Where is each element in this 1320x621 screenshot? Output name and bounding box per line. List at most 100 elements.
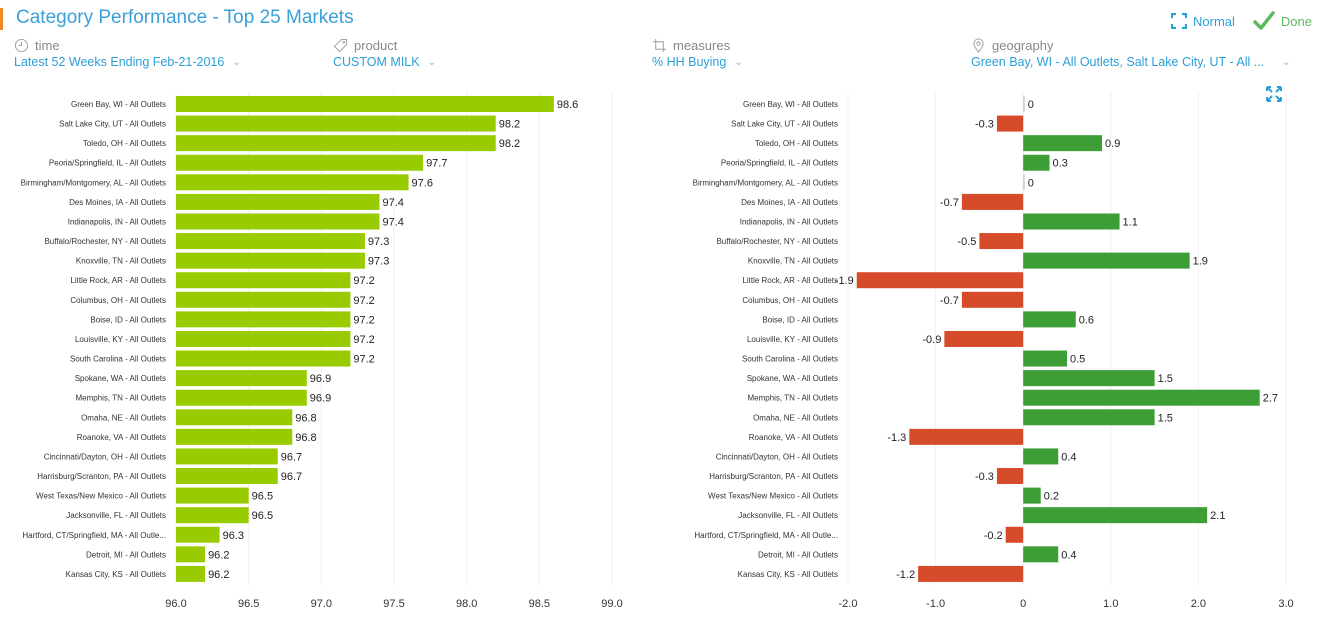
x-tick-label: 98.0 [456, 598, 477, 610]
bar[interactable] [176, 565, 206, 582]
bar[interactable] [1023, 96, 1025, 112]
bar[interactable] [996, 468, 1024, 485]
category-label: Roanoke, VA - All Outlets [749, 433, 838, 442]
done-button[interactable]: Done [1253, 11, 1312, 31]
filter-product-label: product [354, 37, 398, 53]
bar[interactable] [1023, 350, 1067, 367]
chart-hh-buying-change: -2.0 -1.0 0 1.0 2.0 3.0 Green Bay, WI - All Ou… [693, 92, 1294, 610]
category-label: Des Moines, IA - All Outlets [741, 198, 838, 207]
filter-measures-label: measures [673, 37, 731, 53]
bar[interactable] [176, 546, 206, 563]
bar[interactable] [1023, 135, 1103, 152]
bar[interactable] [176, 96, 554, 112]
chevron-down-icon: ⌄ [427, 56, 436, 68]
data-label: 96.8 [295, 412, 316, 424]
category-label: Boise, ID - All Outlets [90, 315, 166, 324]
bar[interactable] [1023, 546, 1059, 563]
bar[interactable] [176, 468, 278, 485]
bar[interactable] [176, 291, 351, 308]
bar[interactable] [1023, 213, 1120, 230]
location-pin-icon [973, 38, 984, 53]
category-label: Green Bay, WI - All Outlets [743, 100, 838, 109]
filter-time-dropdown[interactable]: Latest 52 Weeks Ending Feb-21-2016 ⌄ [14, 55, 241, 69]
data-label: 0.9 [1105, 138, 1120, 150]
category-label: Memphis, TN - All Outlets [747, 394, 838, 403]
bar[interactable] [1023, 174, 1025, 191]
bar[interactable] [176, 507, 249, 524]
bar[interactable] [1023, 311, 1076, 328]
bar[interactable] [979, 233, 1024, 250]
chevron-down-icon: ⌄ [232, 56, 241, 68]
data-label: 97.2 [353, 295, 374, 307]
category-label: Jacksonville, FL - All Outlets [738, 511, 838, 520]
bar[interactable] [176, 330, 351, 347]
page-title: Category Performance - Top 25 Markets [16, 7, 354, 28]
x-tick-label: 0 [1020, 598, 1026, 610]
data-label: -0.7 [940, 197, 959, 209]
filter-time-value: Latest 52 Weeks Ending Feb-21-2016 [14, 55, 225, 69]
bar[interactable] [176, 174, 409, 191]
chart-hh-buying: 96.0 96.5 97.0 97.5 98.0 98.5 99.0 Green Bay, W… [21, 92, 623, 610]
category-label: Peoria/Springfield, IL - All Outlets [49, 159, 166, 168]
category-label: Harrisburg/Scranton, PA - All Outlets [37, 472, 166, 481]
filter-product-dropdown[interactable]: CUSTOM MILK ⌄ [333, 55, 436, 69]
category-label: Buffalo/Rochester, NY - All Outlets [44, 237, 166, 246]
bar[interactable] [1023, 389, 1260, 406]
bar[interactable] [176, 135, 496, 152]
bar[interactable] [176, 350, 351, 367]
bar[interactable] [176, 487, 249, 504]
bar[interactable] [176, 233, 365, 250]
bar[interactable] [176, 526, 220, 543]
filter-measures: measures % HH Buying ⌄ [652, 36, 743, 70]
bar[interactable] [1023, 154, 1050, 171]
normal-view-button[interactable]: Normal [1171, 13, 1235, 29]
bar[interactable] [1023, 409, 1155, 426]
normal-view-label: Normal [1193, 13, 1235, 29]
bar[interactable] [176, 409, 293, 426]
category-label: Des Moines, IA - All Outlets [69, 198, 166, 207]
done-label: Done [1280, 13, 1312, 29]
bar[interactable] [1023, 487, 1041, 504]
bar[interactable] [996, 115, 1024, 132]
bar[interactable] [1005, 526, 1024, 543]
category-label: Birmingham/Montgomery, AL - All Outlets [693, 178, 838, 187]
bar[interactable] [856, 272, 1024, 289]
bar[interactable] [918, 565, 1024, 582]
bar[interactable] [1023, 252, 1190, 269]
data-label: 96.8 [295, 432, 316, 444]
filter-geography-dropdown[interactable]: Green Bay, WI - All Outlets, Salt Lake C… [971, 55, 1291, 69]
data-label: 97.2 [353, 354, 374, 366]
bar[interactable] [176, 213, 380, 230]
data-label: 96.5 [252, 491, 273, 503]
bar[interactable] [176, 448, 278, 465]
bar[interactable] [961, 291, 1024, 308]
bar[interactable] [961, 193, 1024, 210]
bar[interactable] [1023, 370, 1155, 387]
data-label: 0 [1028, 99, 1034, 111]
bar[interactable] [176, 370, 307, 387]
bar[interactable] [944, 330, 1024, 347]
tag-icon [333, 38, 348, 52]
bar[interactable] [176, 154, 424, 171]
bar[interactable] [909, 428, 1024, 445]
bar[interactable] [176, 193, 380, 210]
bar[interactable] [176, 389, 307, 406]
chevron-down-icon: ⌄ [734, 56, 743, 68]
category-label: Salt Lake City, UT - All Outlets [59, 120, 166, 129]
bar[interactable] [176, 252, 365, 269]
bar[interactable] [1023, 507, 1208, 524]
bar[interactable] [176, 115, 496, 132]
data-label: 0.5 [1070, 354, 1085, 366]
chevron-down-icon: ⌄ [1282, 56, 1291, 68]
bar[interactable] [176, 428, 293, 445]
filter-measures-dropdown[interactable]: % HH Buying ⌄ [652, 55, 743, 69]
bar[interactable] [176, 311, 351, 328]
data-label: 97.2 [353, 334, 374, 346]
bar[interactable] [176, 272, 351, 289]
category-label: Salt Lake City, UT - All Outlets [731, 120, 838, 129]
x-tick-label: 98.5 [529, 598, 550, 610]
expand-icon[interactable] [1266, 86, 1282, 102]
category-label: Indianapolis, IN - All Outlets [740, 217, 838, 226]
data-label: 96.9 [310, 393, 331, 405]
bar[interactable] [1023, 448, 1059, 465]
